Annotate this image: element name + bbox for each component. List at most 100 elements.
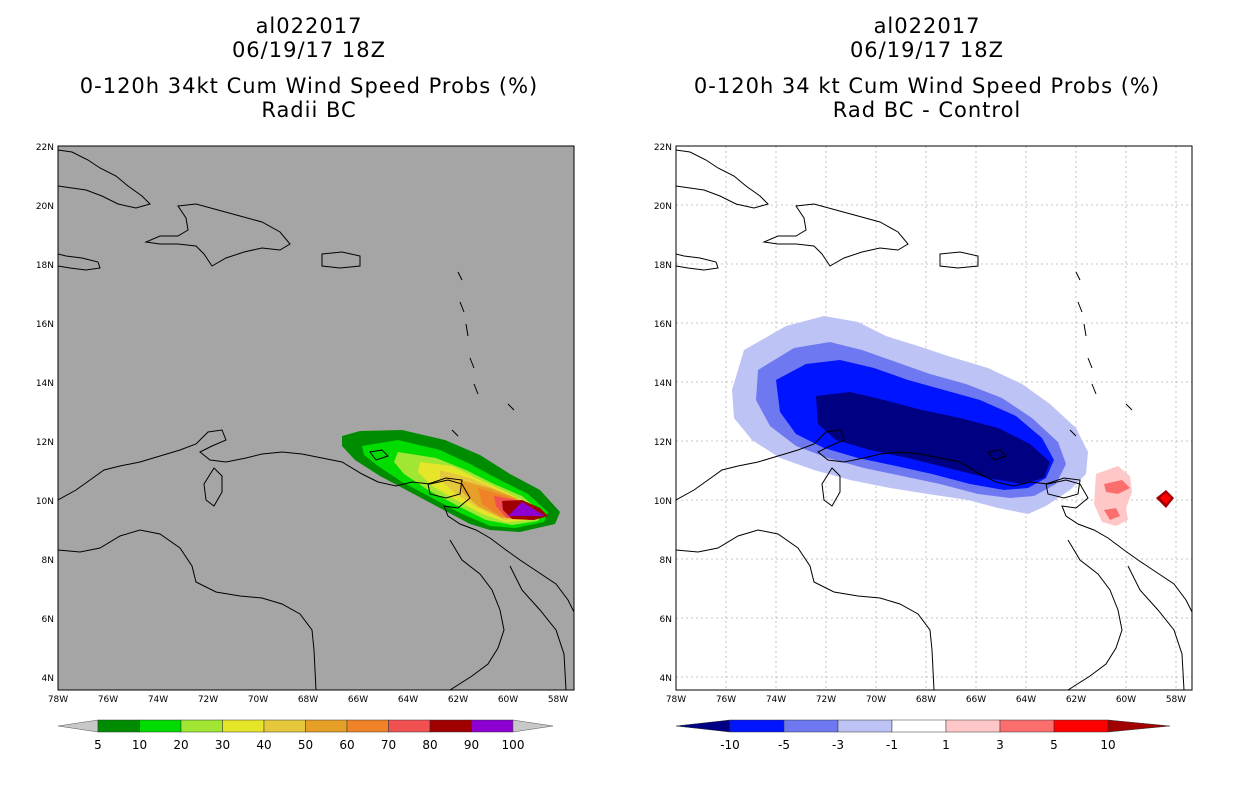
colorbar-label: 90 [464,738,479,752]
contour-plus-3a [1104,480,1130,494]
puerto-rico-coast [321,251,361,269]
right-storm-id: al022017 [873,14,981,38]
colorbar-label: 5 [1050,738,1058,752]
colorbar-swatch [999,719,1055,733]
lat-label: 8N [660,556,672,566]
lon-label: 74W [148,695,168,705]
lon-label: 62W [1066,695,1086,705]
colorbar-swatch [263,719,306,733]
lesser-antilles [1069,271,1133,437]
isla-margarita [369,449,389,461]
lon-label: 68W [916,695,936,705]
colorbar-swatch [429,719,472,733]
hispaniola-coast [144,203,291,267]
right-coastlines [676,149,1192,690]
lat-label: 18N [654,261,672,271]
right-map-frame [675,145,1193,691]
colorbar-label: -10 [720,738,740,752]
lon-label: 78W [666,695,686,705]
colorbar-swatch [180,719,223,733]
right-product-title: 0-120h 34 kt Cum Wind Speed Probs (%) [693,74,1161,98]
suriname-border [1127,565,1185,690]
colorbar-swatch [139,719,182,733]
lesser-antilles [451,271,515,437]
trinidad-coast [1045,477,1081,499]
cuba-coast [58,149,151,209]
right-lat-axis: 22N 20N 18N 16N 14N 12N 10N 8N 6N 4N [654,143,672,684]
lake-maracaibo [203,467,223,507]
colorbar-label: 60 [339,738,354,752]
colorbar-label: 20 [173,738,188,752]
colorbar-label: 3 [996,738,1004,752]
lat-label: 16N [654,320,672,330]
left-coastlines [58,149,574,690]
right-difference-contours [732,316,1174,526]
jamaica-coast [676,253,719,271]
colorbar-swatch [346,719,389,733]
colorbar-high-arrow [1107,719,1171,733]
colorbar-label: 50 [298,738,313,752]
left-lat-axis: 22N 20N 18N 16N 14N 12N 10N 8N 6N 4N [36,143,54,684]
lon-label: 70W [866,695,886,705]
lat-label: 18N [36,261,54,271]
colorbar-swatch [1053,719,1109,733]
lat-label: 4N [660,674,672,684]
lat-label: 14N [654,379,672,389]
trinidad-coast [427,477,463,499]
lon-label: 74W [766,695,786,705]
colorbar-swatch [471,719,514,733]
right-colorbar: -10 -5 -3 -1 1 3 5 10 [675,719,1171,752]
lat-label: 10N [36,497,54,507]
lat-label: 20N [36,202,54,212]
colorbar-label: 5 [94,738,102,752]
colorbar-label: -5 [778,738,790,752]
lon-label: 62W [448,695,468,705]
colorbar-label: 100 [502,738,525,752]
lat-label: 10N [654,497,672,507]
right-map-figure: 22N 20N 18N 16N 14N 12N 10N 8N 6N 4N 78W… [654,143,1193,752]
lat-label: 22N [654,143,672,153]
contour-minus-10 [816,392,1050,484]
lon-label: 64W [1016,695,1036,705]
colorbar-high-arrow [512,719,554,733]
panel-radii-bc: al022017 06/19/17 18Z 0-120h 34kt Cum Wi… [36,14,575,752]
colorbar-swatch [222,719,265,733]
colorbar-swatch [783,719,839,733]
colorbar-swatch [305,719,348,733]
lon-label: 78W [48,695,68,705]
right-title-block: al022017 06/19/17 18Z 0-120h 34 kt Cum W… [618,14,1236,122]
lat-label: 14N [36,379,54,389]
colorbar-swatch [729,719,785,733]
right-init-time: 06/19/17 18Z [849,38,1005,62]
lat-label: 8N [42,556,54,566]
colorbar-swatch [97,719,140,733]
lat-label: 16N [36,320,54,330]
right-lon-axis: 78W 76W 74W 72W 70W 68W 66W 64W 62W 60W … [666,695,1186,705]
left-lon-axis: 78W 76W 74W 72W 70W 68W 66W 64W 62W 60W … [48,695,568,705]
colorbar-label: -3 [832,738,844,752]
left-map-frame [57,145,575,691]
left-subtitle: Radii BC [261,98,357,122]
colorbar-swatch [891,719,947,733]
contour-plus-10 [1160,493,1171,504]
left-storm-id: al022017 [255,14,363,38]
colorbar-swatch [945,719,1001,733]
lat-label: 22N [36,143,54,153]
hispaniola-coast [762,203,909,267]
suriname-border [509,565,567,690]
lake-maracaibo [821,467,841,507]
lat-label: 12N [36,438,54,448]
colorbar-label: 80 [422,738,437,752]
lon-label: 64W [398,695,418,705]
lat-label: 6N [42,615,54,625]
lon-label: 72W [198,695,218,705]
colorbar-label: 10 [1100,738,1115,752]
left-map-background [58,146,574,690]
lon-label: 60W [498,695,518,705]
puerto-rico-coast [939,251,979,269]
guyana-border [449,539,505,690]
left-product-title: 0-120h 34kt Cum Wind Speed Probs (%) [79,74,539,98]
colorbar-label: 40 [256,738,271,752]
lat-label: 4N [42,674,54,684]
south-america-coast [58,429,574,613]
